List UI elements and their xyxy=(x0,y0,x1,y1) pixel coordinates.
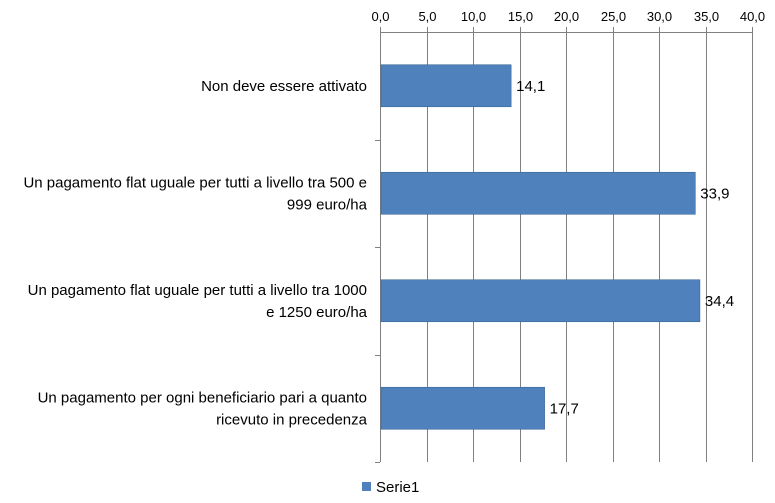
category-label: Non deve essere attivato xyxy=(201,78,367,95)
legend-swatch-serie1 xyxy=(362,482,371,491)
legend-label-serie1: Serie1 xyxy=(376,479,419,496)
data-labels: 14,1 33,9 34,4 17,7 xyxy=(516,78,734,418)
category-label: ricevuto in precedenza xyxy=(216,411,368,428)
x-tick-label: 0,0 xyxy=(371,9,389,24)
category-label: Un pagamento flat uguale per tutti a liv… xyxy=(23,174,367,191)
x-tick-label: 25,0 xyxy=(601,9,626,24)
legend: Serie1 xyxy=(362,479,419,496)
x-tick-label: 30,0 xyxy=(647,9,672,24)
category-label: 999 euro/ha xyxy=(287,196,368,213)
category-label: e 1250 euro/ha xyxy=(266,304,368,321)
bar xyxy=(380,171,696,215)
bar xyxy=(380,279,701,323)
axes xyxy=(375,27,753,463)
x-tick-label: 10,0 xyxy=(461,9,486,24)
data-label: 33,9 xyxy=(700,185,729,202)
x-tick-label: 15,0 xyxy=(508,9,533,24)
x-tick-label: 20,0 xyxy=(554,9,579,24)
bar xyxy=(380,386,545,430)
data-label: 17,7 xyxy=(550,400,579,417)
data-label: 34,4 xyxy=(705,293,734,310)
category-label: Un pagamento per ogni beneficiario pari … xyxy=(38,389,367,406)
bar xyxy=(380,64,512,108)
data-label: 14,1 xyxy=(516,78,545,95)
x-tick-label: 40,0 xyxy=(740,9,765,24)
category-labels: Non deve essere attivato Un pagamento fla… xyxy=(23,78,367,429)
x-tick-labels: 0,0 5,0 10,0 15,0 20,0 25,0 30,0 35,0 40,0 xyxy=(371,9,765,24)
x-tick-label: 5,0 xyxy=(418,9,436,24)
x-tick-label: 35,0 xyxy=(694,9,719,24)
category-label: Un pagamento flat uguale per tutti a liv… xyxy=(28,282,367,299)
bars xyxy=(380,64,701,430)
